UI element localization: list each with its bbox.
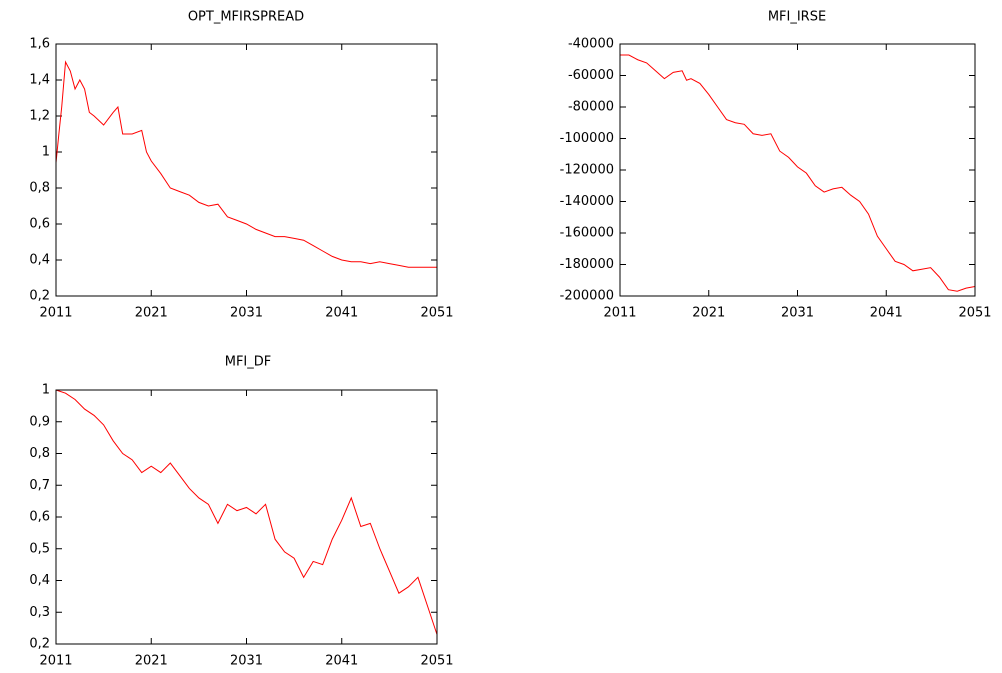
x-tick-label: 2011 [39,306,72,321]
x-tick-label: 2031 [781,306,814,321]
x-tick-label: 2041 [325,306,358,321]
y-tick-label: 0,6 [29,510,50,525]
y-tick-label: -200000 [560,289,614,304]
x-tick-label: 2021 [135,306,168,321]
y-tick-label: 1 [42,145,50,160]
y-tick-label: 1,4 [29,73,50,88]
y-tick-label: -140000 [560,194,614,209]
plot-frame [619,43,976,297]
x-tick-label: 2031 [230,306,263,321]
y-tick-label: -180000 [560,257,614,272]
data-line [620,54,976,292]
x-tick-label: 2051 [420,654,453,669]
x-tick-label: 2051 [958,306,991,321]
x-tick-label: 2051 [420,306,453,321]
y-tick-label: 0,9 [29,414,50,429]
x-tick-label: 2041 [325,654,358,669]
chart-title: MFI_IRSE [768,10,826,25]
plot-frame [55,389,438,645]
chart-title: MFI_DF [225,355,272,370]
y-tick-label: -60000 [568,68,614,83]
y-tick-label: 0,5 [29,541,50,556]
y-tick-label: -160000 [560,226,614,241]
y-tick-label: 0,2 [29,289,50,304]
y-tick-label: 1,6 [29,37,50,52]
x-tick-label: 2021 [135,654,168,669]
y-tick-label: 0,7 [29,478,50,493]
x-tick-label: 2041 [870,306,903,321]
y-tick-label: 0,6 [29,217,50,232]
y-tick-label: -100000 [560,131,614,146]
x-tick-label: 2011 [603,306,636,321]
x-tick-label: 2031 [230,654,263,669]
y-tick-label: 0,4 [29,573,50,588]
y-tick-label: -40000 [568,37,614,52]
chart-title: OPT_MFIRSPREAD [188,10,304,25]
y-tick-label: 0,8 [29,446,50,461]
y-tick-label: -80000 [568,100,614,115]
y-tick-label: 0,4 [29,253,50,268]
data-line [55,389,438,635]
y-tick-label: 0,3 [29,605,50,620]
y-tick-label: -120000 [560,163,614,178]
y-tick-label: 0,2 [29,637,50,652]
data-line [55,60,437,268]
plot-frame [55,43,438,297]
x-tick-label: 2011 [39,654,72,669]
y-tick-label: 0,8 [29,181,50,196]
x-tick-label: 2021 [692,306,725,321]
y-tick-label: 1,2 [29,109,50,124]
y-tick-label: 1 [42,383,50,398]
